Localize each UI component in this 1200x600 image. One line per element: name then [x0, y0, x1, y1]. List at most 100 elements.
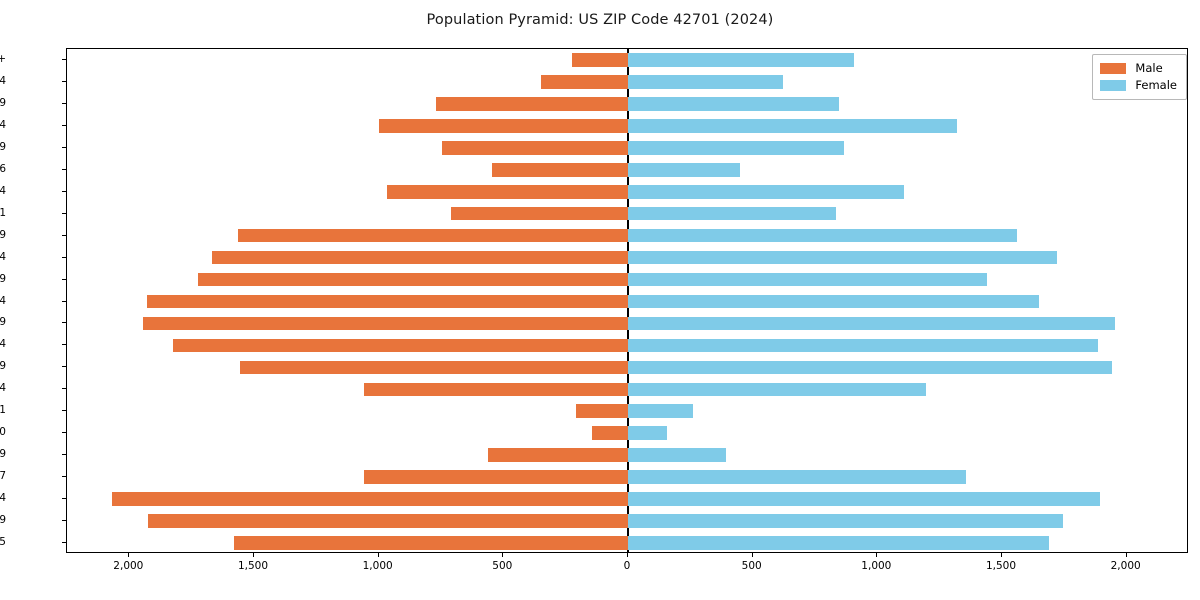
bar-male[interactable] [211, 250, 628, 265]
pyramid-row [67, 206, 1187, 221]
y-tick-label: 15-17 [0, 470, 6, 483]
y-tick-mark [62, 542, 66, 544]
x-tick-label: 500 [741, 560, 762, 572]
pyramid-row [67, 228, 1187, 243]
pyramid-row [67, 250, 1187, 265]
bar-female[interactable] [628, 272, 988, 287]
bar-female[interactable] [628, 53, 854, 67]
bar-female[interactable] [628, 140, 844, 155]
bar-female[interactable] [628, 75, 783, 89]
bar-male[interactable] [146, 294, 628, 309]
bar-male[interactable] [492, 162, 628, 177]
bar-male[interactable] [111, 492, 628, 506]
bar-female[interactable] [628, 316, 1116, 331]
x-tick-mark [253, 553, 254, 557]
x-tick-mark [128, 553, 130, 557]
x-tick-mark [627, 553, 628, 557]
y-tick-mark [62, 80, 66, 82]
bar-male[interactable] [387, 184, 628, 199]
bar-male[interactable] [571, 53, 628, 67]
bar-male[interactable] [240, 360, 628, 375]
pyramid-row [67, 470, 1187, 484]
y-tick-mark [62, 454, 66, 456]
y-tick-label: 5-9 [0, 514, 6, 527]
y-tick-label: 20 [0, 426, 6, 439]
bar-female[interactable] [628, 119, 958, 133]
bar-male[interactable] [234, 536, 628, 550]
bar-female[interactable] [628, 184, 904, 199]
x-tick-label: 1,000 [861, 560, 892, 572]
bar-male[interactable] [442, 140, 628, 155]
pyramid-row [67, 426, 1187, 441]
bar-male[interactable] [450, 206, 628, 221]
x-tick-label: 2,000 [1110, 560, 1141, 572]
pyramid-row [67, 140, 1187, 155]
bar-female[interactable] [628, 97, 839, 111]
bar-male[interactable] [172, 338, 628, 353]
bar-male[interactable] [575, 404, 628, 419]
chart-legend: Male Female [1092, 54, 1187, 100]
y-tick-mark [62, 322, 66, 324]
bar-female[interactable] [628, 470, 966, 484]
bar-male[interactable] [143, 316, 628, 331]
x-tick-mark [377, 553, 379, 557]
y-tick-mark [62, 102, 66, 104]
bar-female[interactable] [628, 514, 1064, 528]
y-tick-label: 70-74 [0, 118, 6, 131]
bar-male[interactable] [363, 382, 628, 397]
bar-female[interactable] [628, 404, 693, 419]
bar-female[interactable] [628, 492, 1101, 506]
y-tick-mark [62, 212, 66, 214]
bar-female[interactable] [628, 250, 1057, 265]
bar-female[interactable] [628, 360, 1112, 375]
bar-male[interactable] [363, 470, 628, 484]
pyramid-row [67, 75, 1187, 89]
bar-female[interactable] [628, 426, 667, 441]
bar-female[interactable] [628, 338, 1098, 353]
y-tick-mark [62, 234, 66, 236]
legend-label: Female [1135, 77, 1177, 92]
bar-male[interactable] [148, 514, 628, 528]
legend-swatch [1100, 80, 1127, 91]
legend-entry[interactable]: Female [1100, 77, 1177, 94]
pyramid-row [67, 448, 1187, 462]
legend-entry[interactable]: Male [1100, 60, 1177, 77]
bar-female[interactable] [628, 448, 727, 462]
y-tick-label: 40-44 [0, 294, 6, 307]
pyramid-row [67, 338, 1187, 353]
pyramid-row [67, 272, 1187, 287]
bar-male[interactable] [197, 272, 628, 287]
bar-female[interactable] [628, 294, 1040, 309]
x-tick-label: 1,500 [237, 560, 269, 572]
y-tick-label: 10-14 [0, 492, 6, 505]
bar-male[interactable] [540, 75, 628, 89]
y-tick-label: 85+ [0, 52, 6, 65]
y-tick-mark [62, 498, 66, 500]
pyramid-row [67, 492, 1187, 506]
bar-female[interactable] [628, 228, 1017, 243]
plot-area [66, 48, 1188, 553]
bar-male[interactable] [378, 119, 628, 133]
bar-female[interactable] [628, 382, 926, 397]
bar-male[interactable] [591, 426, 628, 441]
y-tick-label: 22-24 [0, 382, 6, 395]
bar-female[interactable] [628, 206, 837, 221]
y-tick-mark [62, 520, 66, 522]
bar-female[interactable] [628, 536, 1050, 550]
y-tick-label: 45-49 [0, 272, 6, 285]
y-tick-mark [62, 168, 66, 170]
x-tick-label: 500 [492, 560, 513, 572]
y-tick-mark [62, 256, 66, 258]
bar-male[interactable] [237, 228, 628, 243]
x-tick-mark [1125, 553, 1127, 557]
y-tick-label: 67-69 [0, 140, 6, 153]
bar-male[interactable] [436, 97, 628, 111]
bar-female[interactable] [628, 162, 741, 177]
pyramid-row [67, 514, 1187, 528]
y-tick-mark [62, 344, 66, 346]
bar-male[interactable] [488, 448, 628, 462]
x-tick-label: 1,500 [985, 560, 1017, 572]
y-tick-mark [62, 146, 66, 148]
y-tick-label: 21 [0, 404, 6, 417]
pyramid-row [67, 316, 1187, 331]
